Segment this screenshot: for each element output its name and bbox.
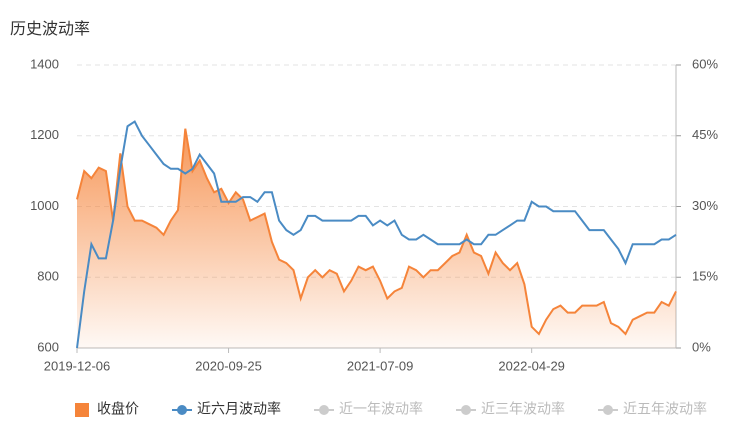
legend-label: 收盘价 bbox=[97, 401, 139, 417]
legend-swatch bbox=[603, 405, 613, 415]
line bbox=[76, 120, 677, 349]
y-tick-label: 600 bbox=[37, 339, 59, 354]
y2-tick-label: 15% bbox=[692, 269, 718, 284]
y-tick-label: 1200 bbox=[30, 127, 59, 142]
legend-swatch bbox=[319, 405, 329, 415]
legend-label: 近六月波动率 bbox=[197, 401, 281, 417]
y-tick-label: 1400 bbox=[30, 56, 59, 71]
chart-title: 历史波动率 bbox=[10, 20, 90, 38]
x-tick-label: 2020-09-25 bbox=[195, 358, 262, 373]
x-tick-label: 2021-07-09 bbox=[347, 358, 414, 373]
legend-swatch bbox=[75, 403, 89, 417]
area bbox=[77, 128, 676, 348]
y2-tick-label: 60% bbox=[692, 56, 718, 71]
x-tick-label: 2019-12-06 bbox=[44, 358, 111, 373]
legend-label: 近五年波动率 bbox=[623, 401, 707, 417]
y2-tick-label: 45% bbox=[692, 127, 718, 142]
legend-label: 近三年波动率 bbox=[481, 401, 565, 417]
legend-swatch bbox=[177, 405, 187, 415]
legend-label: 近一年波动率 bbox=[339, 401, 423, 417]
y-tick-label: 800 bbox=[37, 269, 59, 284]
y-tick-label: 1000 bbox=[30, 198, 59, 213]
line bbox=[76, 128, 677, 336]
legend-swatch bbox=[461, 405, 471, 415]
x-tick-label: 2022-04-29 bbox=[498, 358, 565, 373]
y2-tick-label: 30% bbox=[692, 198, 718, 213]
y2-tick-label: 0% bbox=[692, 339, 711, 354]
